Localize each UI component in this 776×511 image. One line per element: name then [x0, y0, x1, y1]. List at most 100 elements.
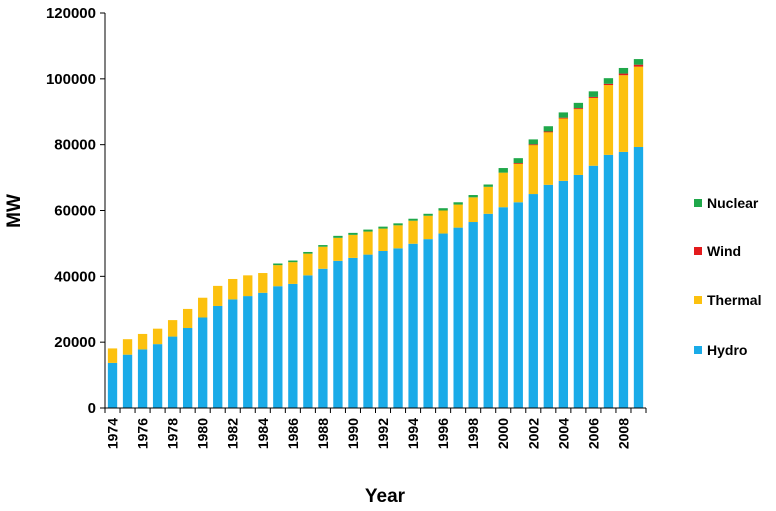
bar-thermal-1993 [393, 225, 403, 249]
x-tick-label: 1996 [435, 418, 451, 449]
bar-wind-2001 [513, 163, 523, 164]
bar-hydro-1998 [468, 222, 478, 408]
bar-thermal-1995 [423, 215, 433, 240]
bar-hydro-1982 [228, 299, 238, 409]
bar-wind-2007 [603, 83, 614, 86]
bar-thermal-2000 [498, 172, 508, 208]
bar-hydro-1990 [348, 257, 358, 408]
bar-thermal-1985 [273, 265, 283, 287]
x-tick-label: 1976 [135, 418, 151, 449]
bar-thermal-1998 [468, 197, 478, 223]
y-tick-label: 20000 [54, 334, 96, 351]
x-tick-label: 1978 [165, 418, 181, 449]
bar-hydro-1980 [198, 317, 208, 408]
bar-wind-2005 [573, 108, 584, 110]
bar-thermal-1996 [438, 210, 448, 234]
bar-hydro-1992 [378, 250, 388, 408]
x-tick-label: 2000 [495, 418, 511, 449]
bar-thermal-2001 [513, 163, 523, 203]
bar-thermal-1997 [453, 204, 463, 228]
x-axis-title: Year [365, 486, 406, 506]
bar-nuclear-1987 [303, 251, 313, 254]
bar-nuclear-1989 [333, 235, 343, 238]
bar-wind-2004 [558, 117, 569, 119]
legend-item-nuclear: Nuclear [694, 193, 758, 213]
bar-hydro-1975 [122, 354, 133, 408]
legend-label-wind: Wind [707, 243, 742, 259]
bars-layer [107, 59, 644, 409]
bar-thermal-1978 [167, 320, 178, 337]
ticks-layer: 0 20000 40000 60000 80000 100000 120000 1974 197… [46, 5, 647, 449]
bar-thermal-1988 [318, 246, 328, 269]
bar-hydro-1995 [423, 239, 433, 408]
bar-hydro-2003 [543, 184, 553, 408]
bar-thermal-1986 [288, 262, 298, 284]
bar-hydro-1979 [182, 328, 193, 408]
bar-thermal-1979 [182, 308, 193, 329]
bar-nuclear-1991 [363, 229, 373, 232]
bar-hydro-2001 [513, 202, 523, 408]
bar-hydro-1978 [167, 336, 178, 408]
legend-label-thermal: Thermal [707, 292, 762, 308]
bar-thermal-1994 [408, 220, 418, 244]
bar-wind-2003 [543, 131, 553, 133]
x-tick-label: 1974 [105, 418, 121, 449]
x-tick-label: 1992 [375, 418, 391, 449]
bar-hydro-2005 [573, 174, 584, 408]
bar-nuclear-1985 [273, 263, 283, 266]
bar-thermal-1987 [303, 253, 313, 276]
bar-nuclear-2004 [558, 112, 569, 118]
bar-hydro-1993 [393, 248, 403, 408]
bar-hydro-1983 [243, 296, 253, 408]
legend-item-wind: Wind [694, 241, 741, 261]
bar-nuclear-1992 [378, 226, 388, 229]
x-tick-label: 1982 [225, 418, 241, 449]
bar-thermal-1977 [152, 328, 163, 345]
x-tick-label: 1994 [405, 418, 421, 449]
bar-thermal-2009 [633, 66, 644, 147]
legend-swatch-wind [694, 247, 702, 255]
bar-hydro-1977 [152, 344, 163, 408]
legend-swatch-nuclear [694, 199, 702, 207]
bar-thermal-1991 [363, 231, 373, 255]
x-tick-label: 2008 [615, 418, 631, 449]
bar-hydro-2009 [633, 146, 644, 408]
bar-thermal-1992 [378, 228, 388, 251]
legend-item-thermal: Thermal [694, 290, 761, 310]
bar-thermal-1975 [122, 339, 133, 355]
x-tick-label: 1990 [345, 418, 361, 449]
bar-nuclear-2008 [618, 67, 629, 74]
y-tick-label: 100000 [46, 71, 96, 88]
bar-thermal-2005 [573, 109, 584, 175]
bar-thermal-1999 [483, 186, 493, 214]
legend-swatch-hydro [694, 346, 702, 354]
bar-thermal-1990 [348, 234, 358, 258]
x-tick-label: 1986 [285, 418, 301, 449]
bar-hydro-1997 [453, 227, 463, 408]
y-tick-label: 60000 [54, 203, 96, 220]
bar-nuclear-2001 [513, 158, 523, 164]
legend-swatch-thermal [694, 296, 702, 304]
x-tick-label: 2002 [525, 418, 541, 449]
bar-wind-2009 [633, 64, 644, 67]
bar-hydro-1991 [363, 254, 373, 408]
bar-wind-2008 [618, 73, 629, 76]
bar-hydro-1976 [137, 349, 148, 408]
y-tick-label: 0 [88, 400, 96, 417]
x-tick-label: 2004 [555, 418, 571, 449]
bar-thermal-1984 [258, 273, 268, 293]
bar-nuclear-1998 [468, 195, 478, 198]
bar-nuclear-2003 [543, 126, 553, 132]
bar-hydro-1996 [438, 233, 448, 408]
bar-thermal-2004 [558, 118, 569, 181]
bar-thermal-1980 [198, 297, 208, 318]
legend-item-hydro: Hydro [694, 340, 747, 360]
x-tick-label: 1998 [465, 418, 481, 449]
bar-hydro-1994 [408, 243, 418, 408]
bar-thermal-1976 [137, 333, 148, 350]
bar-hydro-1981 [213, 305, 223, 408]
bar-hydro-1984 [258, 292, 268, 408]
bar-nuclear-2007 [603, 78, 614, 84]
